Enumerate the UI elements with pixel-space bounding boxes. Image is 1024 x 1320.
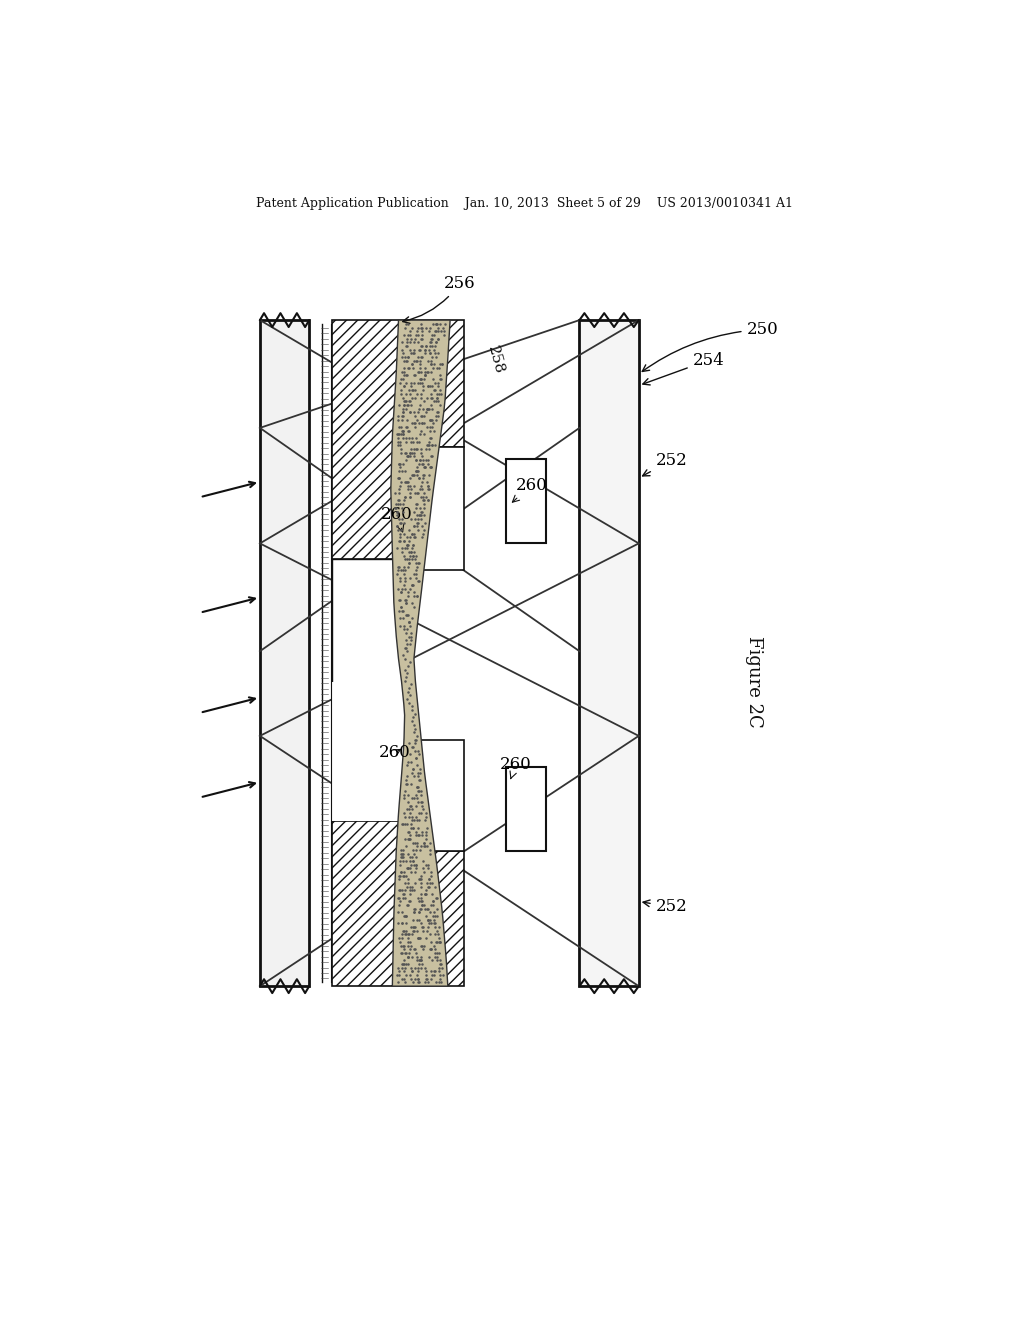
Bar [506, 767, 547, 851]
Text: 252: 252 [643, 451, 687, 477]
Bar [333, 821, 406, 986]
Bar [407, 851, 464, 986]
Bar [333, 321, 406, 558]
Text: 258: 258 [485, 345, 506, 376]
Text: 260: 260 [512, 477, 547, 502]
Text: Patent Application Publication    Jan. 10, 2013  Sheet 5 of 29    US 2013/001034: Patent Application Publication Jan. 10, … [256, 197, 794, 210]
Bar [407, 739, 464, 851]
Bar [407, 447, 464, 570]
Bar [333, 558, 406, 713]
Bar [333, 682, 406, 821]
Text: 250: 250 [642, 321, 778, 371]
Text: 256: 256 [402, 275, 475, 323]
Text: 254: 254 [643, 351, 724, 385]
Text: 260: 260 [500, 756, 531, 779]
Text: 252: 252 [643, 899, 687, 916]
Text: 260: 260 [381, 506, 413, 532]
Bar [407, 321, 464, 447]
Text: Figure 2C: Figure 2C [745, 636, 763, 727]
Bar [580, 321, 639, 986]
Bar [506, 459, 547, 544]
Bar [260, 321, 309, 986]
Polygon shape [391, 321, 451, 986]
Text: 260: 260 [379, 744, 411, 762]
